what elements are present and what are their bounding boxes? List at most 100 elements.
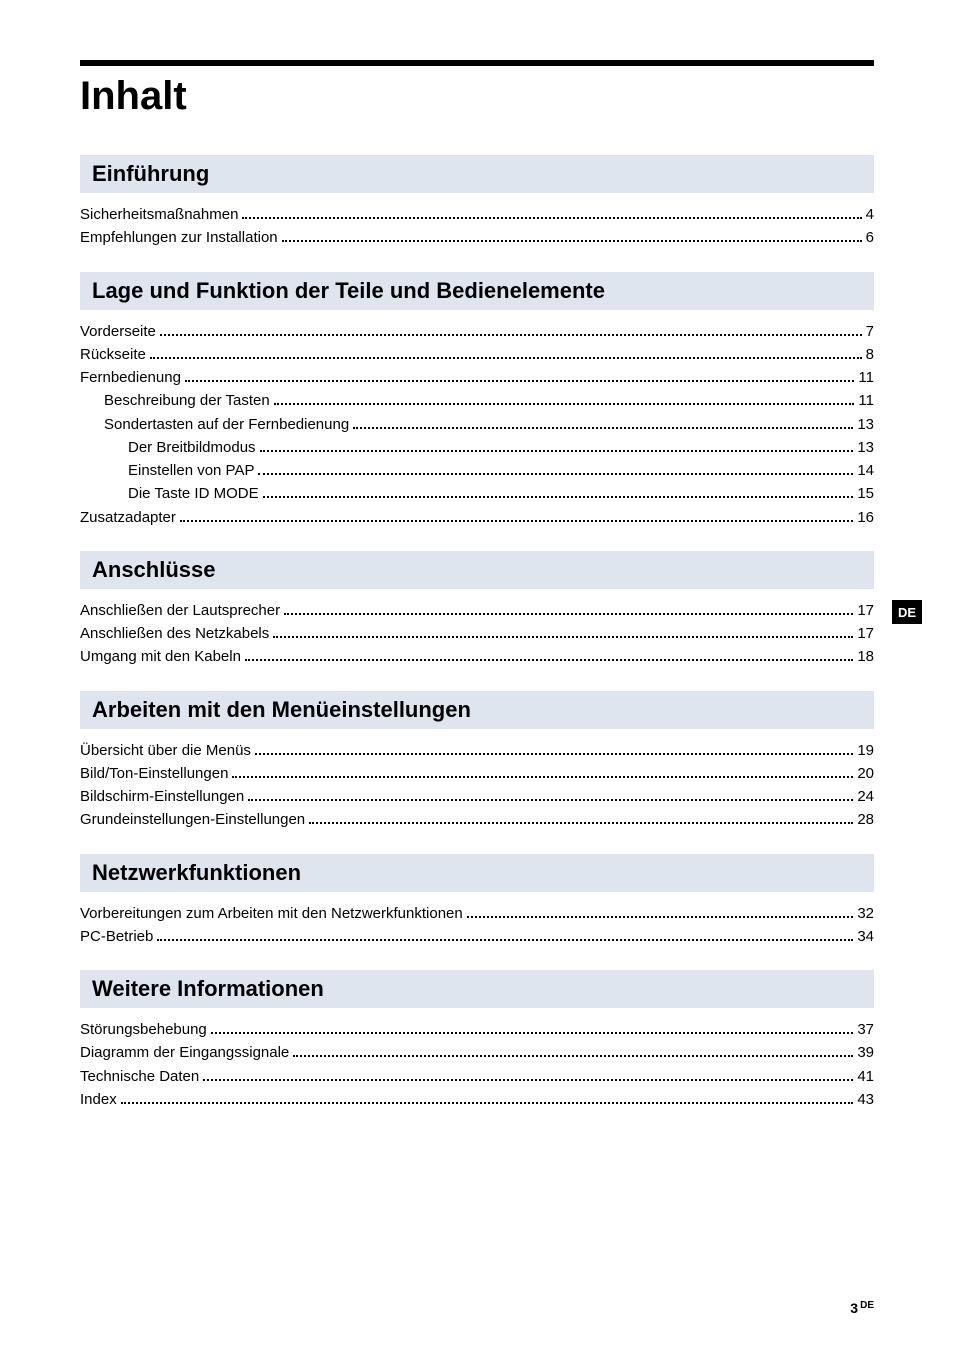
toc-page: 11	[858, 366, 874, 389]
toc-page: 11	[858, 389, 874, 412]
page-number: 3	[850, 1300, 858, 1316]
section-header: Arbeiten mit den Menüeinstellungen	[80, 691, 874, 729]
toc-row[interactable]: Grundeinstellungen-Einstellungen 28	[80, 808, 874, 831]
toc-page: 28	[857, 808, 874, 831]
toc-row[interactable]: Empfehlungen zur Installation 6	[80, 226, 874, 249]
toc-dots	[263, 487, 854, 498]
toc-dots	[293, 1046, 853, 1057]
toc-row[interactable]: Sicherheitsmaßnahmen 4	[80, 203, 874, 226]
toc-row[interactable]: Diagramm der Eingangssignale39	[80, 1041, 874, 1064]
toc-row[interactable]: Einstellen von PAP 14	[80, 459, 874, 482]
toc-row[interactable]: Zusatzadapter 16	[80, 506, 874, 529]
toc-label: Der Breitbildmodus	[128, 436, 256, 459]
toc-label: Anschließen der Lautsprecher	[80, 599, 280, 622]
toc-row[interactable]: Beschreibung der Tasten 11	[80, 389, 874, 412]
toc-row[interactable]: Sondertasten auf der Fernbedienung 13	[80, 413, 874, 436]
section-header: Anschlüsse	[80, 551, 874, 589]
toc-row[interactable]: Bildschirm-Einstellungen 24	[80, 785, 874, 808]
toc-page: 41	[857, 1065, 874, 1088]
toc-page: 24	[857, 785, 874, 808]
toc-row[interactable]: Rückseite8	[80, 343, 874, 366]
toc-label: Zusatzadapter	[80, 506, 176, 529]
toc-row[interactable]: Anschließen der Lautsprecher 17	[80, 599, 874, 622]
toc-label: Fernbedienung	[80, 366, 181, 389]
toc-row[interactable]: Übersicht über die Menüs19	[80, 739, 874, 762]
page-footer: 3DE	[850, 1300, 874, 1316]
toc-row[interactable]: Technische Daten 41	[80, 1065, 874, 1088]
toc-row[interactable]: Der Breitbildmodus 13	[80, 436, 874, 459]
toc-list: Vorderseite7Rückseite8Fernbedienung11Bes…	[80, 320, 874, 529]
toc-dots	[160, 324, 862, 335]
toc-page: 17	[857, 599, 874, 622]
language-tab: DE	[892, 600, 922, 624]
toc-label: Index	[80, 1088, 117, 1111]
toc-dots	[232, 767, 853, 778]
section-header: Netzwerkfunktionen	[80, 854, 874, 892]
toc-dots	[282, 231, 862, 242]
toc-dots	[248, 790, 853, 801]
toc-label: Beschreibung der Tasten	[104, 389, 270, 412]
toc-label: Bild/Ton-Einstellungen	[80, 762, 228, 785]
toc-list: Anschließen der Lautsprecher 17Anschließe…	[80, 599, 874, 669]
toc-page: 32	[857, 902, 874, 925]
toc-label: Grundeinstellungen-Einstellungen	[80, 808, 305, 831]
toc-dots	[157, 930, 853, 941]
toc-label: Rückseite	[80, 343, 146, 366]
toc-row[interactable]: Vorderseite 7	[80, 320, 874, 343]
toc-row[interactable]: Die Taste ID MODE15	[80, 482, 874, 505]
toc-dots	[467, 906, 854, 917]
toc-row[interactable]: Störungsbehebung 37	[80, 1018, 874, 1041]
toc-row[interactable]: Umgang mit den Kabeln 18	[80, 645, 874, 668]
toc-dots	[284, 604, 853, 615]
toc-page: 13	[857, 436, 874, 459]
toc-label: PC-Betrieb	[80, 925, 153, 948]
toc-row[interactable]: Vorbereitungen zum Arbeiten mit den Netz…	[80, 902, 874, 925]
toc-dots	[273, 627, 853, 638]
toc-dots	[309, 813, 853, 824]
toc-page: 14	[857, 459, 874, 482]
toc-page: 7	[866, 320, 874, 343]
toc-page: 18	[857, 645, 874, 668]
toc-label: Sicherheitsmaßnahmen	[80, 203, 238, 226]
toc-dots	[242, 208, 861, 219]
toc-row[interactable]: PC-Betrieb34	[80, 925, 874, 948]
toc-dots	[258, 464, 853, 475]
toc-page: 4	[866, 203, 874, 226]
toc-dots	[274, 394, 855, 405]
toc-label: Störungsbehebung	[80, 1018, 207, 1041]
toc-label: Bildschirm-Einstellungen	[80, 785, 244, 808]
toc-row[interactable]: Index 43	[80, 1088, 874, 1111]
toc-dots	[211, 1023, 854, 1034]
section-header: Weitere Informationen	[80, 970, 874, 1008]
toc-page: 43	[857, 1088, 874, 1111]
toc-dots	[203, 1069, 853, 1080]
toc-page: 16	[857, 506, 874, 529]
toc-page: 6	[866, 226, 874, 249]
toc-label: Einstellen von PAP	[128, 459, 254, 482]
toc-dots	[185, 371, 855, 382]
section-header: Einführung	[80, 155, 874, 193]
toc-dots	[121, 1093, 854, 1104]
toc-label: Vorderseite	[80, 320, 156, 343]
toc-label: Technische Daten	[80, 1065, 199, 1088]
toc-list: Vorbereitungen zum Arbeiten mit den Netz…	[80, 902, 874, 949]
toc-dots	[353, 417, 853, 428]
section-header: Lage und Funktion der Teile und Bedienel…	[80, 272, 874, 310]
toc-dots	[150, 348, 862, 359]
toc-label: Empfehlungen zur Installation	[80, 226, 278, 249]
toc-dots	[255, 743, 853, 754]
toc-label: Sondertasten auf der Fernbedienung	[104, 413, 349, 436]
toc-list: Sicherheitsmaßnahmen4Empfehlungen zur In…	[80, 203, 874, 250]
toc-dots	[180, 510, 853, 521]
toc-list: Störungsbehebung 37Diagramm der Eingangss…	[80, 1018, 874, 1111]
toc-page: 19	[857, 739, 874, 762]
page-title: Inhalt	[80, 74, 874, 119]
toc-row[interactable]: Anschließen des Netzkabels17	[80, 622, 874, 645]
toc-row[interactable]: Fernbedienung 11	[80, 366, 874, 389]
toc-row[interactable]: Bild/Ton-Einstellungen20	[80, 762, 874, 785]
toc-sections: EinführungSicherheitsmaßnahmen4Empfehlun…	[80, 155, 874, 1111]
toc-label: Umgang mit den Kabeln	[80, 645, 241, 668]
toc-dots	[245, 650, 853, 661]
toc-page: 37	[857, 1018, 874, 1041]
toc-page: 13	[857, 413, 874, 436]
